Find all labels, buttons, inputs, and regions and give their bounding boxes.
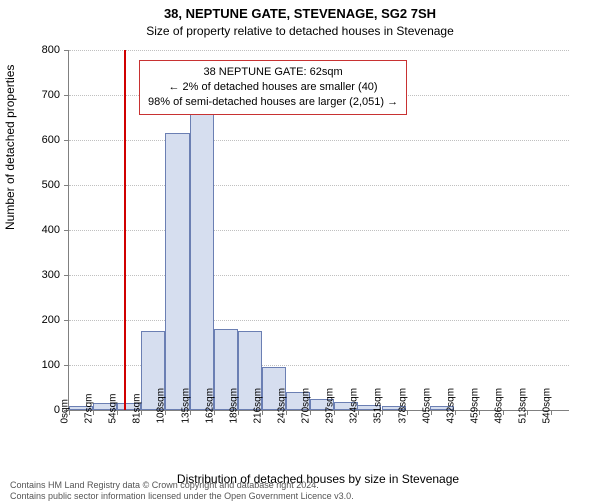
gridline-h [69,185,569,186]
y-axis-label: Number of detached properties [3,65,17,230]
callout-box: 38 NEPTUNE GATE: 62sqm ← 2% of detached … [139,60,407,115]
ytick-label: 400 [20,224,60,236]
property-marker-line [124,50,126,410]
gridline-h [69,275,569,276]
ytick-label: 700 [20,89,60,101]
ytick-label: 600 [20,134,60,146]
ytick-mark [64,365,69,366]
histogram-chart: 38, NEPTUNE GATE, STEVENAGE, SG2 7SH Siz… [0,0,600,500]
gridline-h [69,50,569,51]
ytick-mark [64,95,69,96]
ytick-mark [64,275,69,276]
ytick-label: 500 [20,179,60,191]
ytick-label: 0 [20,404,60,416]
chart-subtitle: Size of property relative to detached ho… [0,24,600,38]
gridline-h [69,140,569,141]
ytick-label: 100 [20,359,60,371]
ytick-mark [64,320,69,321]
callout-line3: 98% of semi-detached houses are larger (… [148,95,398,110]
ytick-mark [64,185,69,186]
ytick-mark [64,230,69,231]
callout-line2: ← 2% of detached houses are smaller (40) [148,80,398,95]
ytick-mark [64,140,69,141]
ytick-label: 800 [20,44,60,56]
ytick-label: 300 [20,269,60,281]
footer-line1: Contains HM Land Registry data © Crown c… [10,480,354,491]
histogram-bar [165,133,189,410]
footer-line2: Contains public sector information licen… [10,491,354,502]
gridline-h [69,230,569,231]
ytick-mark [64,50,69,51]
plot-area: 38 NEPTUNE GATE: 62sqm ← 2% of detached … [68,50,569,411]
callout-line1: 38 NEPTUNE GATE: 62sqm [148,65,398,80]
attribution-footer: Contains HM Land Registry data © Crown c… [10,480,354,502]
chart-title: 38, NEPTUNE GATE, STEVENAGE, SG2 7SH [0,6,600,21]
ytick-label: 200 [20,314,60,326]
gridline-h [69,320,569,321]
histogram-bar [190,106,214,410]
